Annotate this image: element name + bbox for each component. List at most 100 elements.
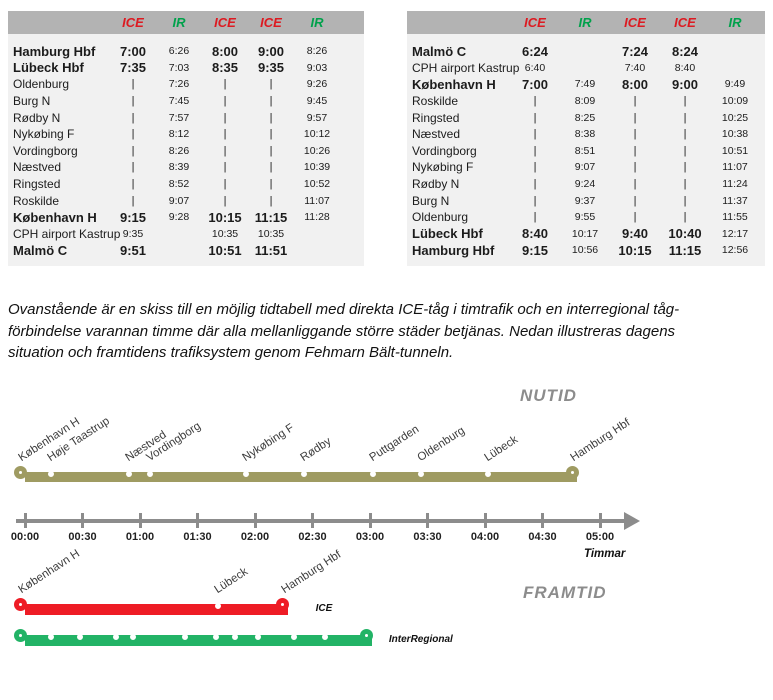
time-cell: | (131, 161, 135, 174)
table-row: Næstved | 8:38 | | 10:38 (407, 126, 765, 143)
time-cell: | (533, 111, 537, 124)
time-cell: 10:56 (571, 244, 599, 257)
station-cell: Vordingborg (13, 143, 78, 158)
time-cell: 9:00 (671, 76, 699, 92)
time-cell: | (533, 178, 537, 191)
station-dot (321, 634, 328, 640)
time-cell: 8:40 (521, 226, 549, 242)
axis-tick (541, 513, 544, 528)
time-cell: | (223, 95, 227, 108)
time-cell: 11:51 (254, 242, 288, 258)
table-row: Ringsted | 8:52 | | 10:52 (8, 176, 364, 193)
time-cell: | (533, 161, 537, 174)
axis-tick-label: 05:00 (585, 531, 615, 543)
column-header-ice: ICE (674, 15, 696, 30)
column-header-ir: IR (728, 15, 742, 30)
time-cell: | (269, 128, 273, 141)
time-cell: | (633, 161, 637, 174)
axis-tick (196, 513, 199, 528)
time-cell: 12:56 (721, 244, 749, 257)
time-cell: 7:24 (621, 43, 649, 59)
ice-route-bar (25, 603, 288, 615)
station-cell: Næstved (412, 127, 461, 142)
table-row: Vordingborg | 8:26 | | 10:26 (8, 143, 364, 160)
station-label: Hamburg Hbf (568, 416, 633, 464)
time-cell: 12:17 (721, 227, 749, 240)
time-cell: 10:35 (211, 227, 239, 240)
station-dot (417, 471, 424, 477)
time-cell: 9:07 (574, 161, 596, 174)
time-cell: | (269, 194, 273, 207)
station-cell: Roskilde (13, 193, 60, 208)
station-dot (47, 634, 54, 640)
axis-unit-label: Timmar (584, 548, 626, 560)
time-cell: 9:35 (257, 60, 285, 76)
time-cell: 7:00 (521, 76, 549, 92)
axis-tick-label: 02:30 (298, 531, 327, 543)
time-cell: | (131, 78, 135, 91)
station-cell: Vordingborg (412, 143, 477, 158)
time-cell: 8:09 (574, 95, 596, 108)
time-cell: 10:51 (721, 144, 749, 157)
axis-tick (311, 513, 314, 528)
table-row: Ringsted | 8:25 | | 10:25 (407, 109, 765, 126)
time-cell: 9:15 (521, 242, 549, 258)
time-cell: 10:12 (303, 128, 331, 141)
time-cell: | (683, 178, 687, 191)
time-cell: 7:26 (168, 78, 190, 91)
time-cell: 9:49 (724, 78, 746, 91)
column-header-ice: ICE (524, 15, 546, 30)
terminal-circle (276, 597, 290, 611)
station-cell: Lübeck Hbf (13, 60, 84, 76)
terminal-circle (13, 628, 27, 642)
time-cell: | (533, 144, 537, 157)
time-cell: | (131, 144, 135, 157)
time-cell: | (683, 211, 687, 224)
time-cell: 10:38 (721, 128, 749, 141)
table-row: Lübeck Hbf 7:35 7:03 8:35 9:35 9:03 (8, 60, 364, 77)
table-row: Vordingborg | 8:51 | | 10:51 (407, 143, 765, 160)
station-dot (181, 634, 188, 640)
time-cell: | (683, 95, 687, 108)
station-cell: CPH airport Kastrup (412, 60, 520, 75)
station-dot (291, 634, 298, 640)
time-cell: 10:15 (208, 209, 242, 225)
time-cell: 9:35 (122, 227, 144, 240)
time-cell: | (269, 95, 273, 108)
station-dot (112, 634, 119, 640)
station-dot (369, 471, 376, 477)
time-cell: 9:03 (306, 61, 328, 74)
table-row: Oldenburg | 7:26 | | 9:26 (8, 76, 364, 93)
time-cell: 8:40 (674, 61, 696, 74)
station-cell: Nykøbing F (13, 127, 75, 142)
time-cell: 9:37 (574, 194, 596, 207)
station-cell: Nykøbing F (412, 160, 474, 175)
table-row: København H 7:00 7:49 8:00 9:00 9:49 (407, 76, 765, 93)
station-cell: Oldenburg (412, 210, 469, 225)
table-row: Rødby N | 7:57 | | 9:57 (8, 109, 364, 126)
table-row: Burg N | 9:37 | | 11:37 (407, 192, 765, 209)
time-cell: | (131, 95, 135, 108)
framtid-section-title: FRAMTID (523, 583, 607, 602)
station-cell: Rødby N (412, 177, 460, 192)
time-cell: | (131, 178, 135, 191)
caption-line: Ovanstående är en skiss till en möjlig t… (8, 301, 680, 318)
time-cell: | (533, 95, 537, 108)
axis-tick-label: 03:30 (413, 531, 442, 543)
nutid-route-bar (25, 472, 577, 482)
table-row: Nykøbing F | 8:12 | | 10:12 (8, 126, 364, 143)
time-cell: 8:12 (168, 128, 190, 141)
table-row: Næstved | 8:39 | | 10:39 (8, 159, 364, 176)
station-dot (76, 634, 83, 640)
station-cell: Oldenburg (13, 77, 70, 92)
time-cell: 6:24 (521, 43, 549, 59)
station-dot (484, 471, 491, 477)
station-cell: Malmö C (13, 242, 68, 258)
time-cell: 10:35 (257, 227, 285, 240)
time-cell: 9:55 (574, 211, 596, 224)
column-header-ir: IR (172, 15, 186, 30)
time-cell: | (683, 144, 687, 157)
time-cell: 8:51 (574, 144, 596, 157)
ice-route-label: ICE (315, 603, 333, 614)
